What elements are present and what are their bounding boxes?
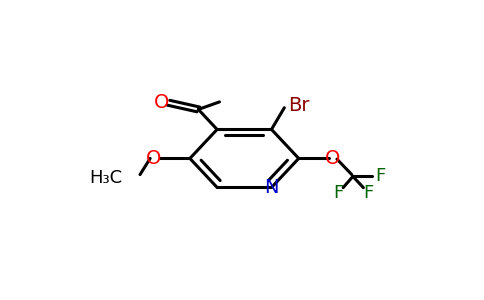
Text: F: F	[333, 184, 343, 202]
Text: O: O	[325, 149, 340, 168]
Text: N: N	[264, 178, 279, 197]
Text: H₃C: H₃C	[89, 169, 122, 187]
Text: F: F	[376, 167, 386, 185]
Text: Br: Br	[288, 96, 309, 115]
Text: F: F	[363, 184, 373, 202]
Text: O: O	[146, 149, 161, 168]
Text: O: O	[154, 93, 169, 112]
